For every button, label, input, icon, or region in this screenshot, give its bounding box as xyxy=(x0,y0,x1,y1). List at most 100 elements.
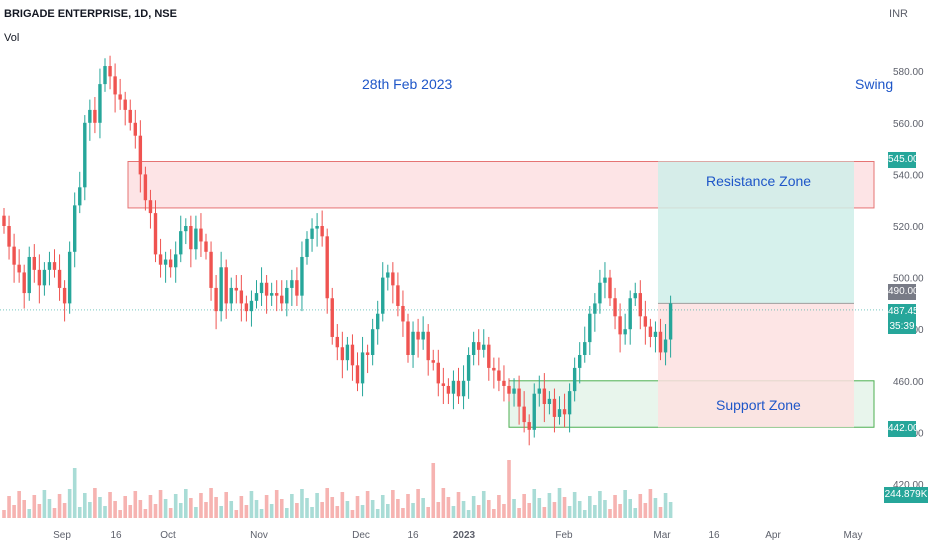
candle xyxy=(103,66,107,85)
candle xyxy=(93,109,97,123)
volume-bar xyxy=(618,504,622,518)
candle xyxy=(653,331,658,337)
volume-bar xyxy=(446,497,451,518)
candle xyxy=(643,316,648,327)
candle xyxy=(401,305,405,322)
volume-bar xyxy=(411,503,415,518)
candle xyxy=(62,287,67,304)
volume-bar xyxy=(229,501,234,518)
candle xyxy=(638,293,642,317)
volume-bar xyxy=(42,490,47,518)
volume-bar xyxy=(507,460,511,518)
volume-bar xyxy=(527,503,531,518)
candle xyxy=(123,99,127,110)
volume-bar xyxy=(138,500,143,518)
y-tick-label: 560.00 xyxy=(893,119,924,130)
support-price-badge: 442.00 xyxy=(888,421,919,437)
volume-bar xyxy=(285,508,289,518)
volume-bar xyxy=(658,507,663,518)
volume-bar xyxy=(269,504,274,518)
volume-bar xyxy=(300,489,304,518)
volume-bar xyxy=(628,499,632,518)
volume-bar xyxy=(22,500,26,518)
volume-bar xyxy=(588,496,592,518)
entry-price-badge: 490.00 xyxy=(888,284,919,300)
volume-bar xyxy=(194,507,198,518)
candle xyxy=(360,352,365,384)
candle xyxy=(133,122,137,136)
resistance-zone-label: Resistance Zone xyxy=(706,173,812,189)
candle xyxy=(7,226,11,247)
candle xyxy=(47,262,52,270)
volume-bar xyxy=(249,491,254,518)
volume-bar xyxy=(133,491,138,518)
volume-bar xyxy=(345,501,350,518)
volume-bar xyxy=(582,510,587,518)
x-tick-label: Nov xyxy=(250,530,268,541)
volume-bar xyxy=(123,496,127,518)
candle xyxy=(12,246,16,265)
candle xyxy=(37,269,42,286)
volume-bar xyxy=(375,509,380,518)
candle xyxy=(219,267,223,312)
candle xyxy=(355,365,360,384)
candle xyxy=(143,174,148,201)
candle xyxy=(542,388,547,405)
volume-bar xyxy=(623,490,627,518)
volume-bar xyxy=(633,508,638,518)
candle xyxy=(17,264,21,273)
candle xyxy=(451,380,456,394)
candle xyxy=(386,272,390,278)
volume-bar xyxy=(128,505,133,518)
candle xyxy=(532,393,536,430)
candle xyxy=(148,200,153,214)
candle xyxy=(557,409,562,417)
x-tick-label: 16 xyxy=(407,530,419,541)
candle xyxy=(522,406,526,423)
candle xyxy=(73,205,77,252)
candle xyxy=(365,352,370,355)
volume-bar xyxy=(638,494,643,518)
volume-bar xyxy=(365,491,370,518)
candle xyxy=(396,285,400,306)
volume-bar xyxy=(305,498,309,518)
candle xyxy=(269,293,274,296)
volume-bar xyxy=(386,504,390,518)
x-tick-label: 16 xyxy=(110,530,122,541)
date-annotation: 28th Feb 2023 xyxy=(362,76,453,92)
volume-bar xyxy=(380,495,385,518)
volume-bar xyxy=(234,510,239,518)
volume-bar xyxy=(497,495,501,518)
candle xyxy=(446,385,451,394)
countdown-badge: 35:39 xyxy=(888,319,916,334)
candle xyxy=(27,256,31,294)
volume-bar xyxy=(98,497,102,518)
volume-bar xyxy=(481,491,486,518)
volume-bar xyxy=(613,495,617,518)
swing-annotation: Swing xyxy=(855,76,894,92)
volume-bar xyxy=(83,493,87,518)
candle xyxy=(174,254,178,268)
candle xyxy=(275,293,279,296)
volume-bar xyxy=(461,501,466,518)
candle xyxy=(527,422,531,430)
volume-bar xyxy=(32,495,37,518)
volume-bar xyxy=(567,506,572,518)
candle xyxy=(370,329,375,355)
volume-bar xyxy=(572,492,577,518)
candle xyxy=(249,300,254,312)
volume-bar xyxy=(512,499,516,518)
volume-bar xyxy=(577,501,582,518)
candle xyxy=(648,326,653,337)
candle xyxy=(32,256,36,270)
candle xyxy=(482,344,486,350)
volume-bar xyxy=(603,500,607,518)
volume-bar xyxy=(431,463,436,518)
x-tick-label: Sep xyxy=(53,530,71,541)
candle xyxy=(179,231,183,255)
volume-bar xyxy=(355,496,360,518)
candle xyxy=(57,269,62,288)
candle xyxy=(598,282,602,304)
candle xyxy=(552,398,557,417)
